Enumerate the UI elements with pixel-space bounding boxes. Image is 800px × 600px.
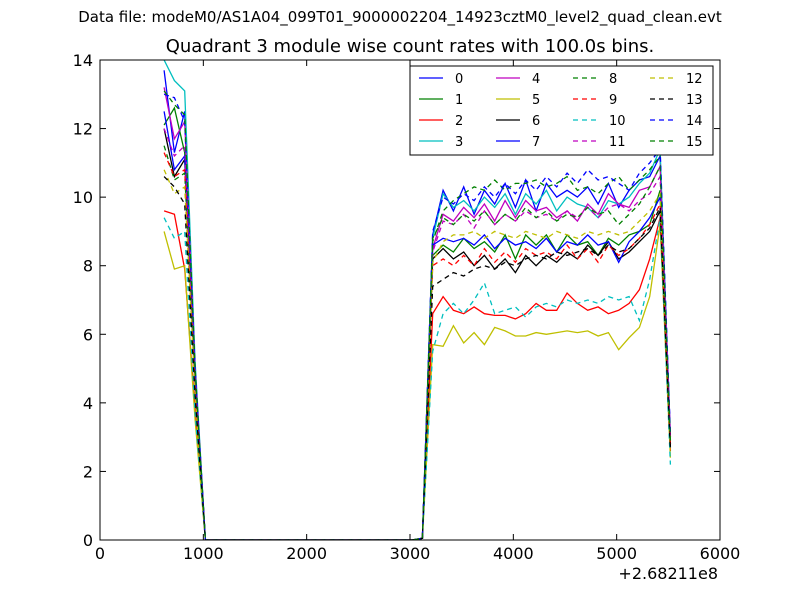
legend-label: 12	[686, 72, 703, 87]
series-line-5	[163, 224, 672, 540]
y-tick-label: 10	[73, 188, 93, 207]
legend-label: 9	[609, 93, 617, 108]
x-tick-label: 5000	[596, 544, 637, 563]
series-line-14	[163, 93, 672, 540]
legend-label: 11	[609, 135, 626, 150]
series-layer	[163, 60, 672, 540]
legend-label: 10	[609, 114, 626, 129]
legend-label: 3	[455, 135, 463, 150]
legend-label: 2	[455, 114, 463, 129]
chart-suptitle: Data file: modeM0/AS1A04_099T01_90000022…	[78, 8, 722, 26]
y-tick-label: 0	[83, 531, 93, 550]
x-offset-label: +2.68211e8	[618, 564, 718, 583]
series-line-13	[163, 176, 672, 540]
legend-label: 8	[609, 72, 617, 87]
y-tick-label: 4	[83, 394, 93, 413]
series-line-8	[163, 145, 672, 540]
x-tick-label: 6000	[700, 544, 741, 563]
legend-box	[409, 65, 714, 156]
series-line-7	[163, 111, 672, 540]
series-line-1	[163, 106, 672, 540]
legend-label: 5	[532, 93, 540, 108]
legend-label: 4	[532, 72, 540, 87]
y-tick-label: 6	[83, 325, 93, 344]
legend-label: 6	[532, 114, 540, 129]
series-line-12	[163, 169, 672, 540]
x-tick-label: 3000	[390, 544, 431, 563]
y-tick-label: 14	[73, 51, 93, 70]
legend-label: 13	[686, 93, 703, 108]
chart-title: Quadrant 3 module wise count rates with …	[165, 36, 655, 57]
series-line-15	[163, 90, 672, 540]
x-tick-label: 1000	[183, 544, 224, 563]
x-tick-label: 2000	[286, 544, 327, 563]
y-tick-label: 12	[73, 120, 93, 139]
legend-label: 0	[455, 72, 463, 87]
legend-label: 1	[455, 93, 463, 108]
y-tick-label: 2	[83, 462, 93, 481]
y-tick-label: 8	[83, 257, 93, 276]
series-line-2	[163, 210, 672, 540]
x-tick-label: 4000	[493, 544, 534, 563]
legend-label: 15	[686, 135, 703, 150]
series-line-10	[163, 217, 672, 540]
legend-label: 7	[532, 135, 540, 150]
x-tick-label: 0	[95, 544, 105, 563]
legend-label: 14	[686, 114, 703, 129]
